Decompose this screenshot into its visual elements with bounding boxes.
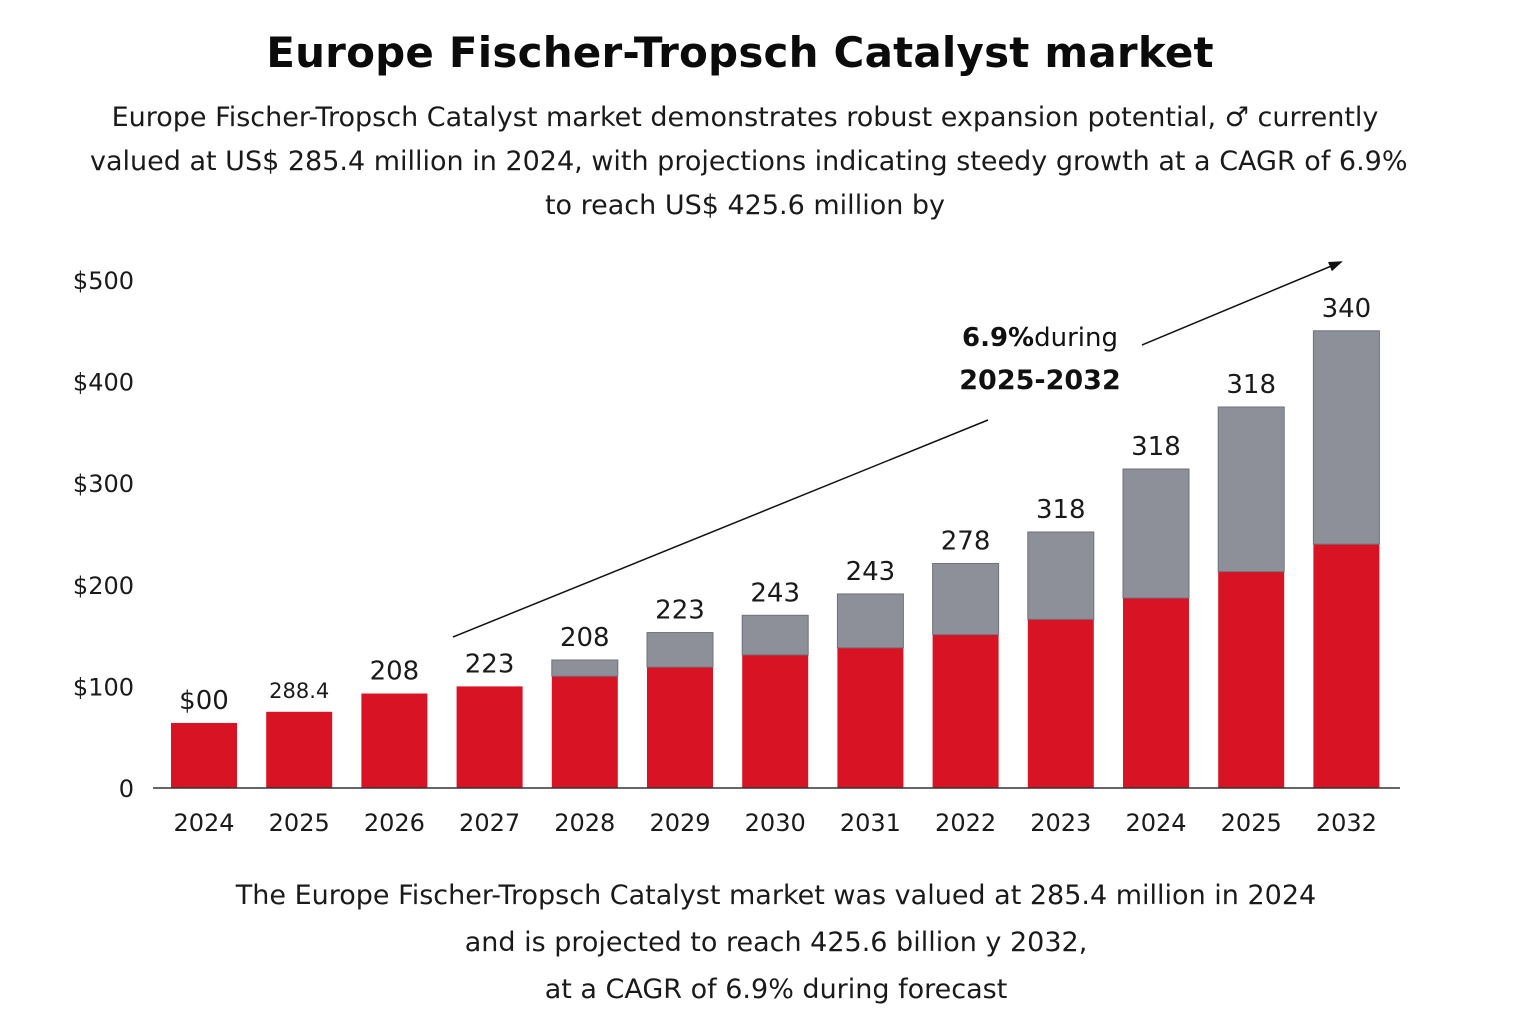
trend-arrow-lower xyxy=(452,419,989,638)
annotation-period: 2025-2032 xyxy=(959,365,1121,396)
x-tick-label: 2030 xyxy=(745,809,806,837)
caption-line-1: The Europe Fischer-Tropsch Catalyst mark… xyxy=(235,880,1317,911)
bar-value-label: 223 xyxy=(465,649,515,679)
chart-caption: The Europe Fischer-Tropsch Catalyst mark… xyxy=(0,872,1536,1013)
bar-value-label: 208 xyxy=(560,623,610,653)
bar-top-segment xyxy=(1312,330,1380,545)
subtitle-line-2: valued at US$ 285.4 million in 2024, wit… xyxy=(90,146,1408,177)
bar-value-label: 223 xyxy=(655,596,705,626)
bars xyxy=(171,330,1380,788)
bar-top-segment xyxy=(836,593,904,649)
annotation-during: during xyxy=(1034,323,1118,353)
annotation-rate: 6.9% xyxy=(962,323,1034,353)
x-tick-label: 2031 xyxy=(840,809,901,837)
bar-top-segment xyxy=(1217,406,1285,573)
x-tick-label: 2023 xyxy=(1030,809,1091,837)
bar-value-label: 318 xyxy=(1036,495,1086,525)
bar-value-label: 243 xyxy=(750,578,800,608)
bar-top-segment xyxy=(1122,468,1190,599)
annotation-line-1: 6.9%during xyxy=(962,323,1118,353)
y-tick-label: $400 xyxy=(73,369,134,397)
y-tick-label: $200 xyxy=(73,572,134,600)
x-tick-label: 2025 xyxy=(269,809,330,837)
bar-base-segment xyxy=(266,711,333,788)
bar-base-segment xyxy=(1218,571,1285,788)
bar-value-label: $00 xyxy=(179,686,229,716)
subtitle-line-1: Europe Fischer-Tropsch Catalyst market d… xyxy=(111,102,1379,133)
y-axis: 0 $100 $200 $300 $400 $500 xyxy=(73,267,134,803)
x-axis: 2024 2025 2026 2027 2028 2029 2030 2031 2022 2023… xyxy=(153,787,1400,837)
bar-top-segment xyxy=(932,562,1000,636)
x-tick-label: 2024 xyxy=(1125,809,1186,837)
bar-top-segment xyxy=(551,659,619,677)
bar-value-label: 243 xyxy=(846,557,896,587)
trend-annotation: 6.9%during 2025-2032 xyxy=(452,261,1343,638)
bar-base-segment xyxy=(742,654,809,788)
bar-base-segment xyxy=(932,634,999,788)
bar-value-label: 208 xyxy=(370,657,420,687)
bar-top-segment xyxy=(646,632,714,668)
y-tick-label: 0 xyxy=(119,775,134,803)
bar-base-segment xyxy=(647,667,713,788)
chart-subtitle: Europe Fischer-Tropsch Catalyst market d… xyxy=(90,96,1408,228)
y-tick-label: $500 xyxy=(73,267,134,295)
x-tick-label: 2032 xyxy=(1316,809,1377,837)
x-tick-label: 2028 xyxy=(554,809,615,837)
bar-value-label: 318 xyxy=(1226,370,1276,400)
x-tick-label: 2026 xyxy=(364,809,425,837)
bar-base-segment xyxy=(837,647,904,788)
x-tick-label: 2027 xyxy=(459,809,520,837)
y-tick-label: $300 xyxy=(73,470,134,498)
x-tick-label: 2025 xyxy=(1221,809,1282,837)
bar-base-segment xyxy=(1313,544,1380,788)
bar-value-label: 318 xyxy=(1131,432,1181,462)
subtitle-line-3: to reach US$ 425.6 million by xyxy=(544,190,946,221)
trend-arrow-upper xyxy=(1141,261,1343,346)
x-tick-label: 2022 xyxy=(935,809,996,837)
bar-base-segment xyxy=(551,676,618,788)
bar-base-segment xyxy=(1123,598,1189,788)
x-tick-label: 2029 xyxy=(649,809,710,837)
y-tick-label: $100 xyxy=(73,673,134,701)
x-tick-label: 2024 xyxy=(173,809,234,837)
bar-top-segment xyxy=(741,614,809,656)
caption-line-2: and is projected to reach 425.6 billion … xyxy=(464,927,1088,958)
bar-value-label: 340 xyxy=(1322,294,1372,324)
bar-value-label: 288.4 xyxy=(269,679,329,703)
bar-value-labels: $00 288.4 208 223 208 223 243 243 278 318 318 318 34… xyxy=(179,294,1371,716)
bar-base-segment xyxy=(171,722,237,788)
bar-base-segment xyxy=(1027,619,1094,788)
bar-base-segment xyxy=(456,686,523,788)
bar-value-label: 278 xyxy=(941,526,991,556)
caption-line-3: at a CAGR of 6.9% during forecast xyxy=(544,974,1008,1005)
bar-base-segment xyxy=(361,693,428,788)
chart-title: Europe Fischer-Tropsch Catalyst market xyxy=(266,28,1214,77)
bar-top-segment xyxy=(1027,531,1095,620)
